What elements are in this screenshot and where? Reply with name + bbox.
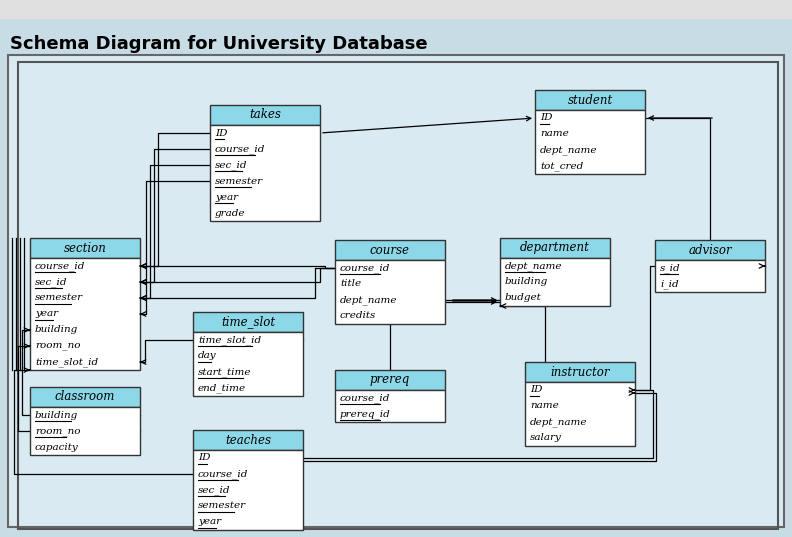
- Text: building: building: [35, 410, 78, 419]
- Text: semester: semester: [35, 294, 83, 302]
- Text: section: section: [63, 242, 106, 255]
- Bar: [525, 362, 635, 382]
- Text: ID: ID: [540, 113, 553, 122]
- Text: instructor: instructor: [550, 366, 610, 379]
- Text: student: student: [567, 93, 613, 106]
- Text: year: year: [198, 518, 221, 526]
- Bar: [30, 407, 140, 455]
- Text: time_slot_id: time_slot_id: [198, 335, 261, 345]
- Text: title: title: [340, 279, 361, 288]
- Text: room_no: room_no: [35, 426, 81, 436]
- Bar: [525, 382, 635, 446]
- Text: course_id: course_id: [35, 261, 86, 271]
- Bar: [335, 260, 445, 324]
- Bar: [210, 125, 320, 221]
- Text: dept_name: dept_name: [530, 417, 588, 427]
- Text: end_time: end_time: [198, 383, 246, 393]
- Text: room_no: room_no: [35, 342, 81, 351]
- Bar: [193, 332, 303, 396]
- Text: credits: credits: [340, 311, 376, 321]
- Bar: [0, 0, 792, 18]
- Bar: [18, 62, 778, 529]
- Text: Schema Diagram for University Database: Schema Diagram for University Database: [10, 35, 428, 53]
- Text: teaches: teaches: [225, 433, 271, 446]
- Text: ID: ID: [198, 454, 211, 462]
- Bar: [535, 90, 645, 110]
- Bar: [8, 55, 784, 527]
- Text: course_id: course_id: [215, 144, 265, 154]
- Text: sec_id: sec_id: [215, 160, 247, 170]
- Text: tot_cred: tot_cred: [540, 161, 583, 171]
- Bar: [335, 240, 445, 260]
- Bar: [500, 258, 610, 306]
- Bar: [193, 312, 303, 332]
- Text: budget: budget: [505, 294, 542, 302]
- Text: course_id: course_id: [340, 393, 390, 403]
- Bar: [30, 387, 140, 407]
- Text: day: day: [198, 352, 217, 360]
- Bar: [535, 110, 645, 174]
- Text: prereq: prereq: [370, 374, 410, 387]
- Text: sec_id: sec_id: [198, 485, 230, 495]
- Text: prereq_id: prereq_id: [340, 409, 390, 419]
- Text: semester: semester: [215, 177, 263, 185]
- Text: takes: takes: [249, 108, 281, 121]
- Bar: [30, 258, 140, 370]
- Text: grade: grade: [215, 208, 246, 217]
- Text: course_id: course_id: [198, 469, 249, 479]
- Text: dept_name: dept_name: [340, 295, 398, 305]
- Text: building: building: [35, 325, 78, 335]
- Text: i_id: i_id: [660, 279, 679, 289]
- Text: s_id: s_id: [660, 263, 680, 273]
- Text: semester: semester: [198, 502, 246, 511]
- Text: building: building: [505, 278, 548, 287]
- Bar: [335, 370, 445, 390]
- Text: course_id: course_id: [340, 263, 390, 273]
- Text: dept_name: dept_name: [505, 261, 562, 271]
- Bar: [30, 238, 140, 258]
- Text: time_slot: time_slot: [221, 316, 275, 329]
- Text: ID: ID: [530, 386, 543, 395]
- Text: capacity: capacity: [35, 442, 78, 452]
- Text: classroom: classroom: [55, 390, 115, 403]
- Text: dept_name: dept_name: [540, 145, 597, 155]
- Text: salary: salary: [530, 433, 562, 442]
- Text: name: name: [530, 402, 558, 410]
- Bar: [193, 450, 303, 530]
- Text: name: name: [540, 129, 569, 139]
- Bar: [500, 238, 610, 258]
- Bar: [655, 240, 765, 260]
- Bar: [210, 105, 320, 125]
- Text: ID: ID: [215, 128, 227, 137]
- Text: advisor: advisor: [688, 243, 732, 257]
- Text: sec_id: sec_id: [35, 277, 67, 287]
- Bar: [193, 430, 303, 450]
- Bar: [655, 260, 765, 292]
- Text: year: year: [35, 309, 58, 318]
- Text: department: department: [520, 242, 590, 255]
- Bar: [335, 390, 445, 422]
- Text: start_time: start_time: [198, 367, 252, 377]
- Text: time_slot_id: time_slot_id: [35, 357, 98, 367]
- Text: year: year: [215, 192, 238, 201]
- Text: course: course: [370, 243, 410, 257]
